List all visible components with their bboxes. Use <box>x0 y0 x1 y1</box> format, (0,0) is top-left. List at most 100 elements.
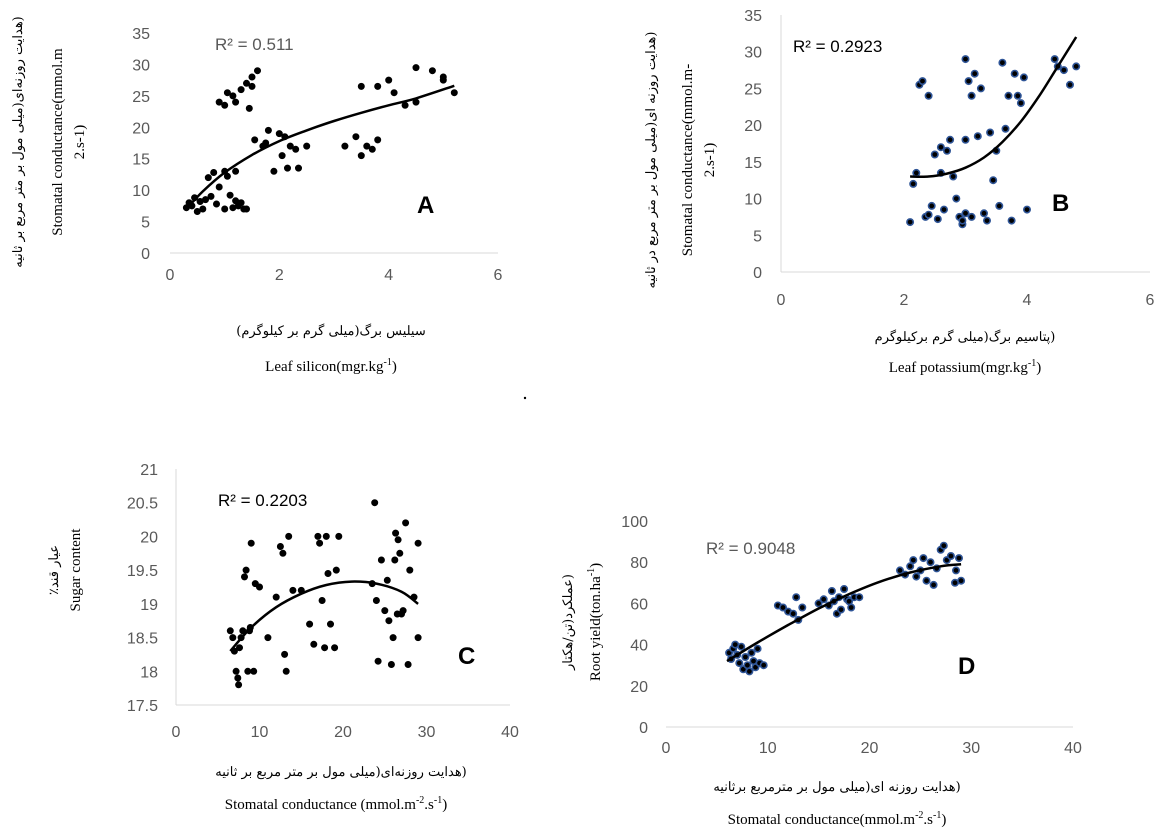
panel-a-xlabel: Leaf silicon(mgr.kg-1) <box>265 357 397 375</box>
panel-a-data-point <box>243 205 251 213</box>
panel-a-r-squared: R² = 0.511 <box>215 35 294 54</box>
panel-b-data-point <box>976 84 985 93</box>
panel-d-data-point <box>836 605 845 614</box>
panel-d-x-ticks: 0 10 20 30 40 <box>662 740 1082 757</box>
panel-c-data-point <box>383 576 391 584</box>
stray-dot <box>523 396 527 400</box>
panel-b-x-tick-label: 0 <box>777 292 786 309</box>
panel-d-data-point <box>827 586 836 595</box>
panel-c-data-point <box>310 640 318 648</box>
panel-b-x-ticks: 0 2 4 6 <box>777 292 1155 309</box>
panel-b-y-tick-label: 25 <box>744 81 762 98</box>
panel-c-data-point <box>385 617 393 625</box>
panel-c-trendline <box>229 580 419 652</box>
panel-a-trendline <box>185 84 455 210</box>
panel-b-data-point <box>970 69 979 78</box>
panel-c-x-tick-label: 0 <box>172 724 181 741</box>
panel-a-y-tick-label: 0 <box>141 246 150 263</box>
panel-d: 0 20 40 60 80 100 0 10 20 30 40 R² = 0.9048 D (هد… <box>561 514 1082 828</box>
panel-a-data-point <box>248 82 256 90</box>
panel-b-data-point <box>1019 73 1028 82</box>
panel-a-data-point <box>221 101 229 109</box>
panel-c-data-point <box>402 519 410 527</box>
panel-a-data-point <box>254 67 262 75</box>
panel-a-data-point <box>292 145 300 153</box>
panel-b-data-point <box>964 77 973 86</box>
panel-a-data-point <box>428 67 436 75</box>
panel-d-xlabel-fa: (هدایت روزنه ای(میلی مول بر مترمربع برثا… <box>713 780 960 795</box>
panel-b-data-point <box>1050 55 1059 64</box>
panel-a-data-point <box>374 136 382 144</box>
panel-a-xlabel-fa: سیلیس برگ(میلی گرم بر کیلوگرم) <box>236 323 425 339</box>
panel-d-points <box>725 541 966 676</box>
panel-b-data-point <box>1004 91 1013 100</box>
panel-c-data-point <box>272 593 280 601</box>
panel-c-data-point <box>332 566 340 574</box>
panel-c-data-point <box>281 650 289 658</box>
panel-b-data-point <box>1016 99 1025 108</box>
panel-c-data-point <box>229 634 237 642</box>
panel-c-data-point <box>399 607 407 615</box>
panel-b-data-point <box>982 216 991 225</box>
panel-d-data-point <box>847 603 856 612</box>
panel-d-y-tick-label: 20 <box>630 679 648 696</box>
panel-c-data-point <box>279 549 287 557</box>
panel-a-data-point <box>385 76 393 84</box>
panel-b-data-point <box>933 215 942 224</box>
panel-c-data-point <box>326 620 334 628</box>
panel-d-r-squared: R² = 0.9048 <box>706 539 795 558</box>
panel-d-data-point <box>840 584 849 593</box>
panel-b-y-tick-label: 20 <box>744 118 762 135</box>
panel-b-x-tick-label: 6 <box>1146 292 1155 309</box>
panel-c-data-point <box>381 607 389 615</box>
panel-c-data-point <box>374 657 382 665</box>
panel-a-data-point <box>213 200 221 208</box>
panel-c-label: C <box>458 643 475 670</box>
panel-d-y-tick-label: 60 <box>630 596 648 613</box>
panel-a-data-point <box>278 152 286 160</box>
panel-b-data-point <box>961 55 970 64</box>
panel-d-data-point <box>912 572 921 581</box>
panel-d-data-point <box>929 580 938 589</box>
panel-c-y-tick-label: 18 <box>140 664 158 681</box>
panel-b-data-point <box>952 194 961 203</box>
panel-a-data-point <box>357 152 365 160</box>
panel-c-data-point <box>285 532 293 540</box>
panel-a-x-tick-label: 4 <box>384 267 393 284</box>
panel-a-data-point <box>352 133 360 141</box>
panel-a-data-point <box>229 92 237 100</box>
panel-c-data-point <box>335 532 343 540</box>
panel-d-trendline <box>726 563 962 663</box>
panel-b-data-point <box>909 179 918 188</box>
panel-b-y-tick-label: 35 <box>744 8 762 25</box>
panel-a-data-point <box>439 76 447 84</box>
panel-d-data-point <box>798 603 807 612</box>
panel-a-data-point <box>390 89 398 97</box>
panel-c-y-tick-label: 21 <box>140 462 158 479</box>
panel-c-y-tick-label: 20.5 <box>127 496 158 513</box>
panel-b-r-squared: R² = 0.2923 <box>793 37 882 56</box>
panel-d-x-tick-label: 20 <box>861 740 879 757</box>
panel-a-data-point <box>215 183 223 191</box>
panel-b-y-tick-label: 30 <box>744 45 762 62</box>
panel-d-y-tick-label: 80 <box>630 555 648 572</box>
panel-a-data-point <box>232 98 240 106</box>
panel-d-data-point <box>946 551 955 560</box>
panel-d-data-point <box>939 541 948 550</box>
panel-b-data-point <box>949 172 958 181</box>
panel-c-data-point <box>242 566 250 574</box>
panel-c-data-point <box>394 536 402 544</box>
panel-b-data-point <box>1013 91 1022 100</box>
panel-b-y-ticks: 0 5 10 15 20 25 30 35 <box>744 8 762 282</box>
panel-a-data-point <box>223 172 231 180</box>
panel-d-data-point <box>926 558 935 567</box>
panel-b-data-point <box>1022 205 1031 214</box>
panel-c-xlabel: Stomatal conductance (mmol.m-2.s-1) <box>225 795 447 813</box>
panel-d-xlabel: Stomatal conductance(mmol.m-2.s-1) <box>728 810 947 828</box>
panel-b-y-tick-label: 15 <box>744 155 762 172</box>
panel-a-data-point <box>221 205 229 213</box>
panel-c-data-point <box>322 532 330 540</box>
panel-a-data-point <box>251 136 259 144</box>
panel-b-ylabel-fa: (هدایت روزنه ای(میلی مول بر متر مربع در … <box>644 32 659 289</box>
